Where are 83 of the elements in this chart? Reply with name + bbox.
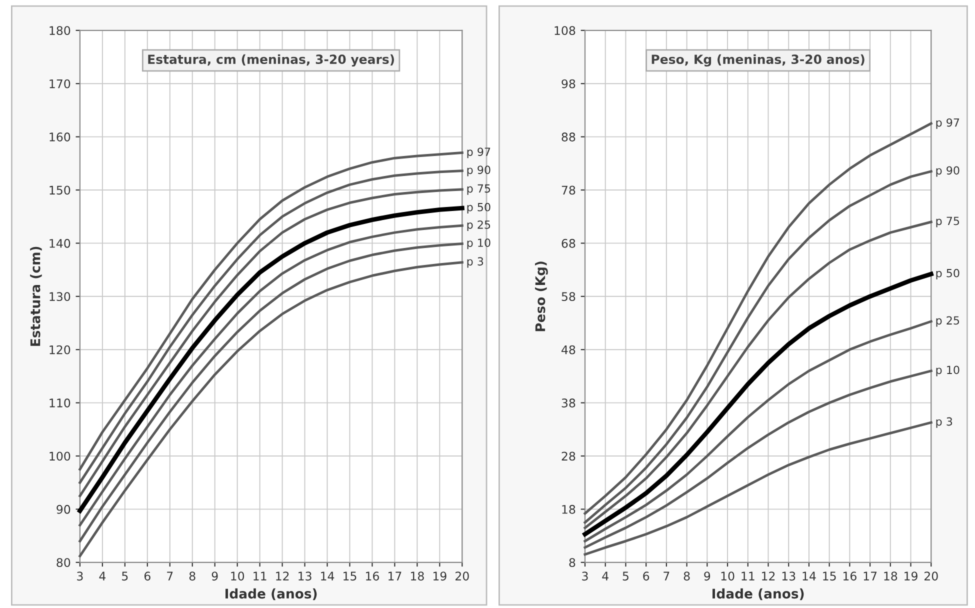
- x-tick-label: 12: [762, 572, 775, 580]
- y-tick-label: 58: [562, 292, 576, 302]
- y-axis-title: Peso (Kg): [535, 262, 548, 332]
- y-tick-label: 28: [562, 452, 576, 461]
- x-tick-label: 4: [99, 572, 106, 580]
- y-axis-title: Estatura (cm): [30, 246, 42, 346]
- y-tick-label: 80: [56, 558, 70, 568]
- series-label: p 10: [467, 238, 490, 250]
- x-tick-label: 5: [622, 572, 628, 581]
- series-label: p 75: [467, 184, 490, 195]
- x-tick-label: 17: [864, 572, 877, 580]
- y-tick-label: 150: [50, 186, 70, 195]
- series-label: p 97: [467, 148, 490, 158]
- x-tick-label: 7: [167, 572, 173, 580]
- line-series: [584, 320, 932, 542]
- x-tick-label: 14: [802, 572, 816, 580]
- x-tick-label: 8: [189, 572, 196, 581]
- x-tick-label: 19: [433, 572, 446, 581]
- series-label: p 75: [936, 216, 960, 228]
- x-tick-label: 18: [410, 572, 424, 581]
- series-label: p 50: [467, 202, 490, 214]
- x-tick-label: 13: [298, 572, 312, 581]
- x-tick-label: 9: [212, 572, 218, 581]
- x-tick-label: 18: [884, 572, 898, 581]
- x-tick-label: 5: [122, 572, 128, 581]
- x-tick-label: 20: [924, 572, 938, 581]
- x-tick-label: 10: [231, 572, 244, 581]
- x-tick-label: 15: [344, 572, 356, 581]
- y-tick-label: 48: [562, 345, 576, 354]
- y-tick-label: 160: [50, 132, 70, 142]
- y-tick-label: 8: [569, 558, 576, 568]
- series-label: p 25: [467, 220, 490, 232]
- y-tick-label: 98: [562, 79, 576, 88]
- x-tick-label: 20: [456, 572, 469, 581]
- y-tick-label: 38: [562, 398, 576, 408]
- series-label: p 25: [936, 316, 960, 327]
- line-series: [582, 272, 934, 536]
- x-tick-label: 4: [602, 572, 608, 580]
- y-tick-label: 120: [50, 345, 70, 354]
- x-tick-label: 19: [904, 572, 918, 581]
- y-tick-label: 100: [50, 452, 70, 461]
- x-tick-label: 12: [276, 572, 289, 580]
- x-tick-label: 13: [782, 572, 796, 581]
- x-tick-label: 3: [582, 572, 588, 581]
- y-tick-label: 170: [50, 79, 70, 88]
- x-tick-label: 17: [388, 572, 402, 580]
- y-tick-label: 130: [50, 292, 70, 302]
- y-tick-label: 90: [56, 504, 70, 514]
- y-tick-label: 140: [50, 238, 70, 248]
- x-tick-label: 6: [144, 572, 150, 581]
- x-tick-label: 15: [823, 572, 836, 581]
- series-label: p 3: [936, 417, 952, 428]
- y-tick-label: 88: [562, 132, 576, 142]
- x-tick-label: 11: [742, 572, 754, 580]
- y-tick-label: 18: [562, 504, 576, 514]
- x-tick-label: 16: [843, 572, 856, 581]
- x-tick-label: 10: [721, 572, 734, 581]
- series-label: p 10: [936, 366, 960, 376]
- x-tick-label: 16: [366, 572, 379, 581]
- annotation: Peso, Kg (meninas, 3-20 anos): [652, 54, 864, 67]
- x-tick-label: 14: [321, 572, 334, 580]
- x-axis-title: Idade (anos): [226, 588, 317, 600]
- y-tick-label: 180: [50, 26, 70, 36]
- line-series: [584, 370, 932, 549]
- series-label: p 50: [936, 268, 960, 280]
- y-tick-label: 108: [554, 26, 576, 36]
- x-tick-label: 9: [704, 572, 710, 581]
- x-tick-label: 11: [254, 572, 266, 580]
- line-series: [584, 220, 932, 530]
- x-tick-label: 6: [643, 572, 650, 581]
- series-label: p 90: [467, 166, 490, 176]
- series-label: p 3: [467, 257, 484, 268]
- x-tick-label: 8: [684, 572, 690, 581]
- y-tick-label: 68: [562, 238, 576, 248]
- x-tick-label: 7: [664, 572, 670, 580]
- x-axis-title: Idade (anos): [712, 588, 804, 600]
- y-tick-label: 110: [50, 398, 70, 408]
- series-label: p 90: [936, 166, 960, 177]
- annotation: Estatura, cm (meninas, 3-20 years): [148, 54, 394, 67]
- y-tick-label: 78: [562, 186, 576, 195]
- line-series: [584, 421, 932, 556]
- series-label: p 97: [936, 118, 960, 129]
- x-tick-label: 3: [77, 572, 83, 581]
